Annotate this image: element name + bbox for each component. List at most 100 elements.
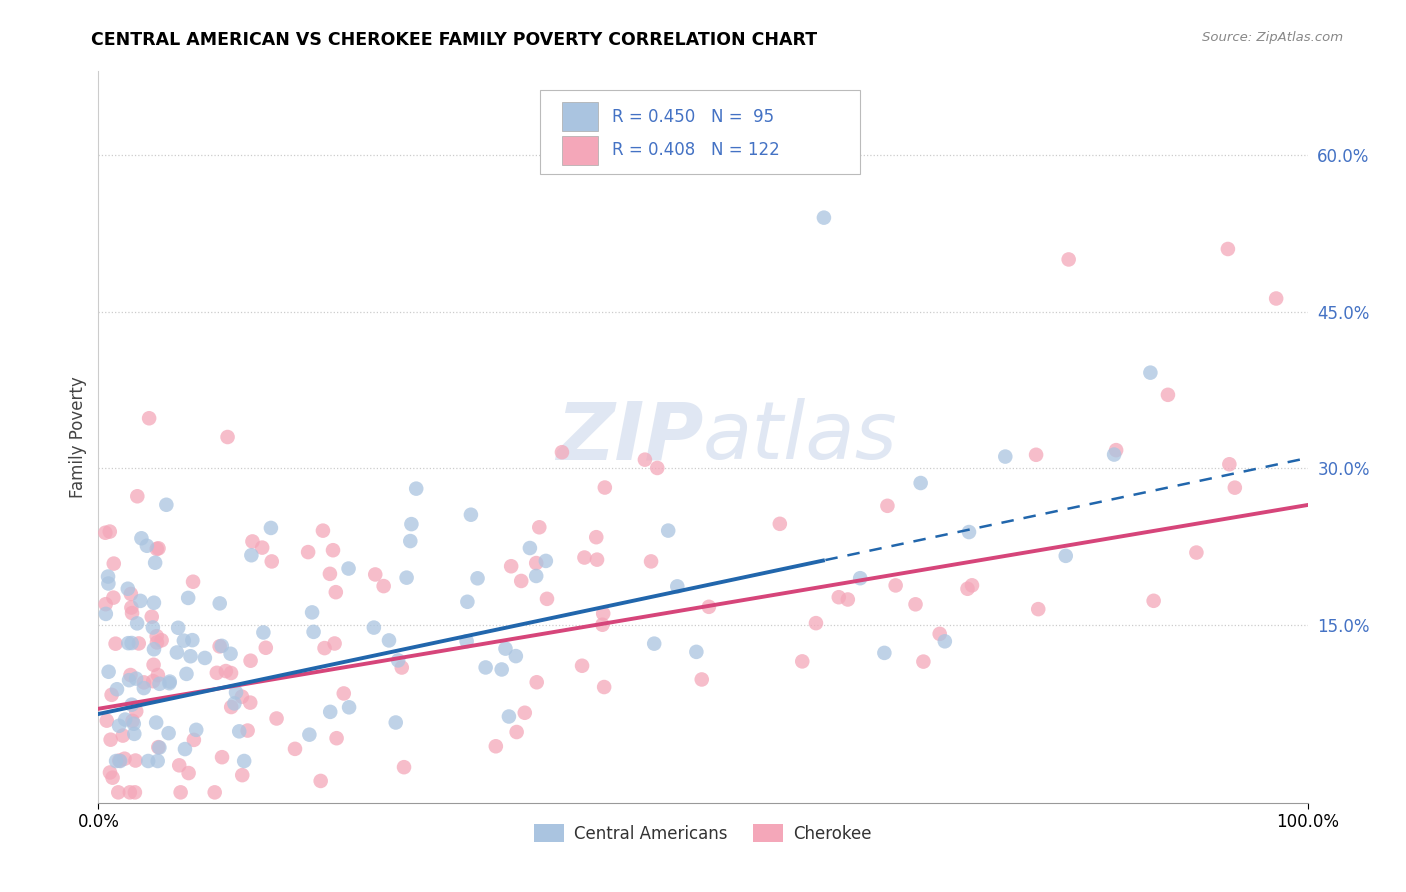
Point (254, 640, 277, 655)
Point (177, 591, 200, 605)
Point (177, 766, 200, 780)
Point (363, 621, 385, 635)
Point (173, 633, 195, 648)
Point (934, 634, 956, 648)
Point (194, 651, 217, 665)
Point (250, 541, 273, 555)
Point (526, 675, 548, 690)
Point (474, 660, 496, 674)
Point (108, 754, 131, 768)
Point (98, 765, 121, 780)
Point (884, 578, 907, 592)
Point (378, 633, 401, 648)
Point (96, 714, 118, 728)
Point (118, 785, 141, 799)
Point (228, 724, 250, 739)
Point (100, 732, 122, 747)
Point (127, 616, 149, 631)
Point (136, 754, 159, 768)
Point (910, 476, 932, 491)
Point (586, 552, 609, 566)
Point (657, 524, 679, 538)
Point (146, 635, 169, 649)
Point (108, 719, 131, 733)
Point (128, 636, 150, 650)
Point (1026, 602, 1049, 616)
Point (912, 655, 935, 669)
Point (298, 728, 321, 742)
Point (121, 636, 143, 650)
Point (456, 634, 478, 648)
Point (593, 680, 616, 694)
Point (117, 636, 139, 650)
Point (1025, 448, 1047, 462)
Point (792, 654, 814, 668)
FancyBboxPatch shape (540, 90, 860, 174)
Point (204, 785, 226, 799)
Point (132, 675, 155, 690)
Point (1102, 448, 1125, 462)
Point (399, 534, 422, 549)
Point (120, 600, 142, 615)
Text: ZIP: ZIP (555, 398, 703, 476)
Point (529, 520, 551, 534)
Point (685, 645, 707, 659)
Point (97, 665, 120, 679)
Point (260, 554, 283, 568)
Point (510, 574, 533, 588)
Point (142, 674, 165, 689)
Point (364, 567, 387, 582)
Point (956, 582, 979, 596)
Point (524, 556, 547, 570)
Point (211, 750, 233, 764)
Point (98, 524, 121, 539)
Point (148, 677, 170, 691)
Point (211, 639, 233, 653)
Point (145, 629, 167, 643)
Point (215, 664, 238, 678)
Point (373, 579, 395, 593)
Point (495, 641, 517, 656)
Point (813, 211, 835, 225)
Point (157, 726, 180, 740)
Point (697, 599, 720, 614)
Point (101, 771, 124, 785)
Point (994, 450, 1017, 464)
Point (219, 700, 242, 714)
Point (148, 740, 170, 755)
Point (904, 597, 927, 611)
Point (174, 742, 197, 756)
Point (208, 640, 231, 654)
Point (155, 498, 177, 512)
Bar (561, 136, 598, 165)
Point (105, 682, 128, 697)
Legend: Central Americans, Cherokee: Central Americans, Cherokee (527, 818, 879, 849)
Point (266, 711, 288, 725)
Point (146, 754, 169, 768)
Point (94, 607, 117, 621)
Point (138, 411, 160, 425)
Text: atlas: atlas (703, 398, 898, 476)
Point (645, 461, 668, 475)
Point (1105, 443, 1128, 458)
Point (131, 531, 153, 545)
Point (456, 595, 478, 609)
Point (233, 754, 256, 768)
Point (167, 758, 190, 772)
Point (498, 709, 520, 723)
Point (107, 785, 129, 799)
Point (928, 627, 950, 641)
Point (121, 698, 143, 712)
Point (142, 596, 165, 610)
Point (145, 715, 167, 730)
Point (513, 706, 536, 720)
Point (219, 647, 242, 661)
Point (1054, 549, 1077, 563)
Point (957, 524, 980, 539)
Point (804, 616, 827, 631)
Point (491, 663, 513, 677)
Point (592, 607, 614, 621)
Point (485, 739, 508, 754)
Point (231, 690, 253, 704)
Point (143, 642, 166, 657)
